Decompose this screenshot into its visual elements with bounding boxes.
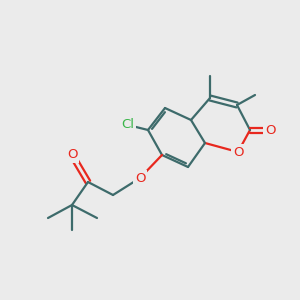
Text: O: O bbox=[265, 124, 275, 136]
Text: Cl: Cl bbox=[122, 118, 134, 131]
Text: O: O bbox=[135, 172, 145, 184]
Text: O: O bbox=[233, 146, 243, 158]
Text: O: O bbox=[67, 148, 77, 161]
